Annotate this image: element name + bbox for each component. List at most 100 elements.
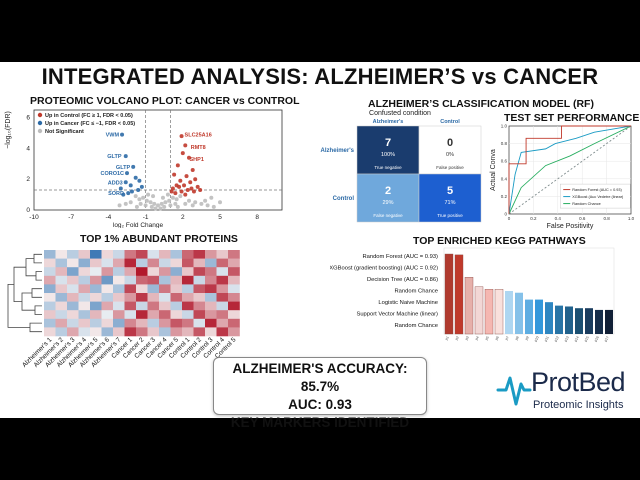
heatmap-cell [67,275,79,285]
volcano-xtick: 8 [255,214,259,221]
kegg-category-label: p12 [553,335,559,342]
heatmap-cell [44,301,56,311]
volcano-point [117,203,122,208]
volcano-point [195,184,200,189]
volcano-point [178,194,183,199]
heatmap-cell [67,293,79,302]
heatmap-cell [136,301,148,311]
heatmap-cell [170,258,183,268]
confusion-cell [418,125,482,175]
heatmap-cell [101,327,114,337]
roc-legend-label: XGBoost (Auc Vedetre (linear) [572,195,624,199]
heatmap-cell [101,301,114,311]
heatmap-cell [170,293,183,302]
volcano-point [138,201,143,206]
heatmap-cell [44,258,56,268]
kegg-category-label: p11 [544,335,550,342]
heatmap-cell [170,318,183,328]
heatmap-cell [228,310,240,320]
heatmap-cell [159,310,171,320]
heatmap-cell [78,293,91,302]
kegg-bar [525,299,533,334]
heatmap-cell [182,293,194,302]
heatmap-cell [113,284,125,294]
kegg-model-label: Logistic Naive Machine [378,300,438,306]
volcano-gene-label: SHP1 [190,157,204,163]
roc-xtick: 0.4 [555,216,562,221]
heatmap-cell [147,310,160,320]
volcano-legend-marker [37,128,43,134]
roc-series-line [508,125,632,215]
pulse-logo-icon [496,376,532,406]
volcano-point [118,186,123,191]
heatmap-cell [113,275,125,285]
volcano-xtick: -1 [143,214,149,221]
kegg-model-label: Random Chance [394,289,438,295]
volcano-point [183,201,188,206]
heatmap-cell [113,318,125,328]
accuracy-text: ALZHEIMER'S ACCURACY: 85.7% [232,361,408,394]
volcano-xtick: 2 [181,214,185,221]
heatmap-cell [216,293,229,302]
heatmap-cell [55,284,68,294]
kegg-model-label: Random Forest (AUC = 0.93) [362,254,438,260]
heatmap-cell [136,293,148,302]
volcano-point [151,194,156,199]
heatmap-cell [44,327,56,337]
heatmap-cell [55,250,68,259]
heatmap-cell [159,293,171,302]
heatmap-cell [216,284,229,294]
heatmap-cell [78,318,91,328]
roc-series-line [508,125,631,214]
heatmap-cell [170,327,183,337]
volcano-gene-label: GLTP [107,154,122,160]
kegg-category-label: p5 [484,335,489,340]
heatmap-cell [78,284,91,294]
heatmap-cell [159,327,171,337]
heatmap-cell [182,318,194,328]
volcano-point [159,201,164,206]
kegg-category-label: p9 [524,335,529,340]
heatmap-cell [113,267,125,277]
heatmap-title: TOP 1% ABUNDANT PROTEINS [80,233,238,245]
heatmap-cell [228,327,240,337]
heatmap-cell [216,327,229,337]
confusion-percent: 0% [446,152,454,158]
kegg-bar [444,253,454,335]
volcano-point [146,192,151,197]
heatmap-cell [78,250,91,259]
heatmap-cell [228,284,240,294]
heatmap-cell [193,250,206,259]
heatmap-cell [124,284,137,294]
heatmap-cell [182,267,194,277]
heatmap-cell [228,318,240,328]
volcano-point [141,195,146,200]
heatmap-cell [78,258,91,268]
heatmap-cell [205,293,217,302]
volcano-point [218,200,222,205]
volcano-point [211,204,216,209]
heatmap-cell [90,267,102,277]
heatmap-cell [90,301,102,311]
volcano-point [190,203,195,208]
kegg-bar [484,289,494,335]
volcano-gene-label: SLC25A16 [185,133,212,139]
volcano-point [165,192,170,197]
heatmap-cell [90,258,102,268]
heatmap-cell [205,267,217,277]
volcano-point [131,164,136,169]
page-title: INTEGRATED ANALYSIS: ALZHEIMER’S vs CANC… [41,64,599,89]
kegg-bar [605,309,613,334]
volcano-point [183,192,188,197]
heatmap-cell [124,318,137,328]
heatmap-cell [170,301,183,311]
roc-legend-label: Random Chance [572,202,601,206]
kegg-category-label: p8 [514,335,519,340]
volcano-gene-label: RMT8 [191,145,206,151]
volcano-ytick: 0 [26,207,30,214]
roc-ylabel: Actual Conva [490,149,497,191]
heatmap-cell [193,267,206,277]
heatmap-cell [228,301,240,311]
confusion-cell [356,173,420,223]
